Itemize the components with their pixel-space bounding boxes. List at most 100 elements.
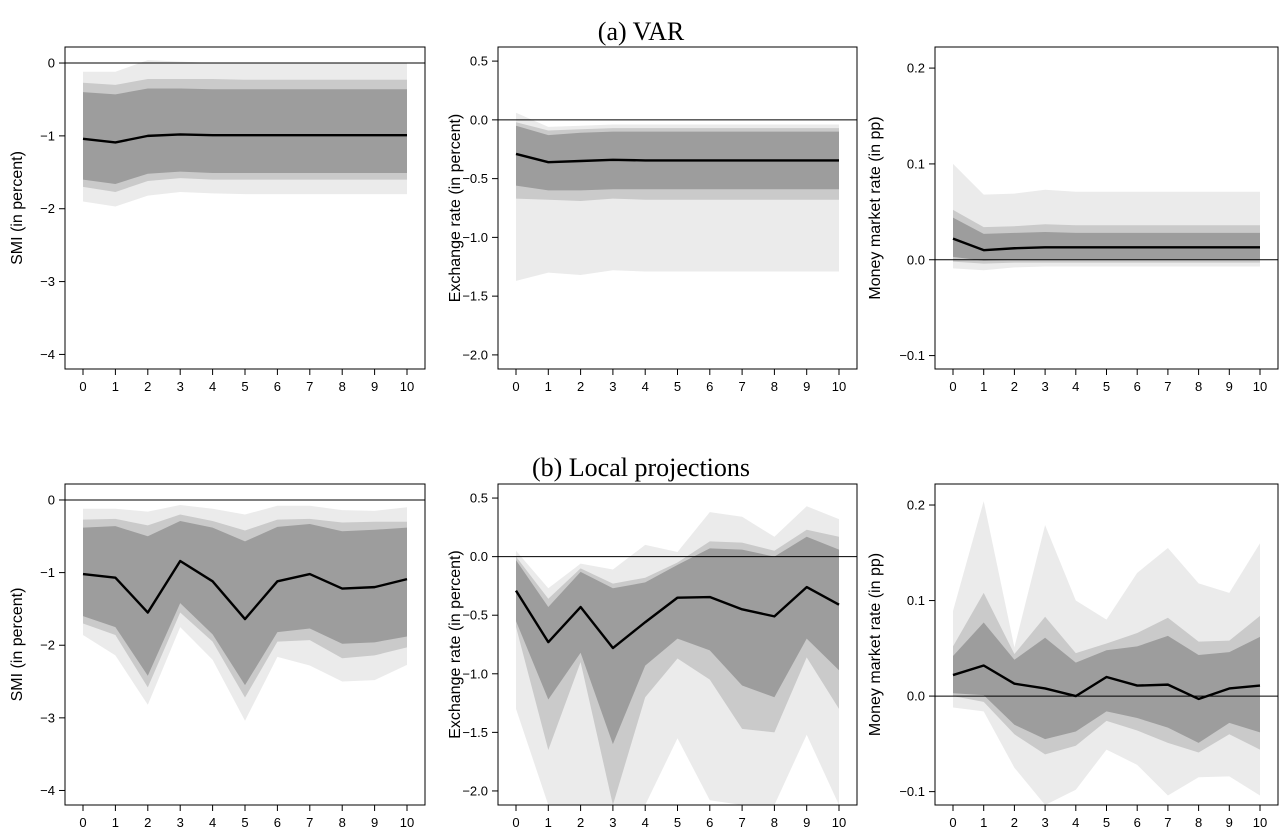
chart-lp-mm: 0 1 2 3 4 5 6 7 8 9 10 0.2 0.1 0.0 −0.1 Money market ra…: [867, 483, 1279, 830]
x-tick-label: 1: [980, 815, 987, 830]
x-tick-label: 5: [1103, 379, 1110, 394]
x-tick-label: 6: [274, 815, 281, 830]
x-tick-label: 3: [177, 379, 184, 394]
y-tick-label: −0.5: [462, 608, 488, 623]
y-tick-label: 0.5: [470, 491, 488, 506]
y-tick-label: −1: [40, 128, 55, 143]
x-tick-label: 7: [1164, 379, 1171, 394]
band-inner: [953, 217, 1260, 261]
chart-var-smi: 0 1 2 3 4 5 6 7 8 9 10 0 −1 −2 −3 −4 SMI (in percent): [9, 46, 426, 394]
x-tick-label: 0: [79, 815, 86, 830]
x-tick-label: 10: [1253, 379, 1267, 394]
x-tick-label: 0: [512, 379, 519, 394]
x-tick-label: 0: [79, 379, 86, 394]
x-tick-label: 1: [980, 379, 987, 394]
x-tick-label: 6: [706, 815, 713, 830]
x-tick-label: 1: [545, 379, 552, 394]
median-line: [952, 237, 1260, 252]
x-tick-label: 2: [1011, 815, 1018, 830]
x-tick-label: 7: [306, 379, 313, 394]
x-tick-label: 9: [803, 379, 810, 394]
y-tick-label: −4: [40, 783, 55, 798]
y-tick-label: −3: [40, 710, 55, 725]
y-axis-label: Exchange rate (in percent): [447, 550, 464, 739]
x-tick-label: 9: [1226, 815, 1233, 830]
x-tick-label: 4: [1072, 815, 1079, 830]
chart-var-mm: 0 1 2 3 4 5 6 7 8 9 10 0.2 0.1 0.0 −0.1 Money market ra…: [867, 46, 1279, 394]
y-tick-label: −2.0: [462, 783, 488, 798]
x-tick-label: 2: [577, 379, 584, 394]
y-tick-label: 0.5: [470, 54, 488, 69]
x-tick-label: 7: [738, 379, 745, 394]
y-tick-label: −0.5: [462, 171, 488, 186]
y-tick-label: −2: [40, 638, 55, 653]
y-tick-label: −0.1: [899, 348, 925, 363]
x-tick-label: 4: [1072, 379, 1079, 394]
x-tick-label: 5: [241, 815, 248, 830]
y-tick-label: 0.0: [470, 549, 488, 564]
x-tick-label: 8: [339, 379, 346, 394]
median-line: [515, 152, 839, 164]
x-tick-label: 1: [112, 815, 119, 830]
x-tick-label: 10: [832, 815, 846, 830]
x-tick-label: 5: [674, 379, 681, 394]
x-tick-label: 3: [609, 379, 616, 394]
plot-area: [935, 501, 1278, 805]
median-line: [952, 664, 1261, 701]
y-tick-label: 0.2: [907, 61, 925, 76]
y-tick-label: 0: [48, 492, 55, 507]
x-tick-label: 10: [400, 815, 414, 830]
x-tick-label: 2: [144, 379, 151, 394]
chart-var-fx: 0 1 2 3 4 5 6 7 8 9 10 0.5 0.0 −0.5 −1.0 −1.5 −2.0 Exchan…: [447, 46, 858, 394]
x-tick-label: 9: [371, 379, 378, 394]
x-tick-label: 1: [545, 815, 552, 830]
x-tick-label: 10: [832, 379, 846, 394]
x-tick-label: 2: [577, 815, 584, 830]
x-tick-label: 3: [1041, 815, 1048, 830]
x-tick-label: 7: [738, 815, 745, 830]
y-axis-label: Money market rate (in pp): [867, 553, 884, 736]
median-line: [514, 585, 840, 650]
y-axis-label: Exchange rate (in percent): [447, 114, 464, 303]
y-axis-label: Money market rate (in pp): [867, 116, 884, 299]
band-inner: [516, 536, 839, 745]
median-line: [82, 133, 407, 144]
chart-lp-smi: 0 1 2 3 4 5 6 7 8 9 10 0 −1 −2 −3 −4 SMI (in percent): [9, 483, 426, 830]
plot-area: [498, 506, 857, 805]
y-tick-label: −1.0: [462, 230, 488, 245]
y-tick-label: −1.0: [462, 666, 488, 681]
x-tick-label: 6: [1134, 815, 1141, 830]
x-tick-label: 4: [642, 379, 649, 394]
x-tick-label: 4: [209, 815, 216, 830]
x-tick-label: 0: [949, 815, 956, 830]
y-axis-label: SMI (in percent): [9, 588, 26, 702]
panel-title-var: (a) VAR: [598, 17, 685, 46]
x-tick-label: 8: [339, 815, 346, 830]
x-tick-label: 5: [241, 379, 248, 394]
x-tick-label: 8: [1195, 815, 1202, 830]
band-inner: [516, 125, 839, 191]
x-tick-label: 1: [112, 379, 119, 394]
plot-area: [65, 499, 425, 721]
y-tick-label: −2.0: [462, 347, 488, 362]
x-tick-label: 10: [1253, 815, 1267, 830]
x-tick-label: 0: [949, 379, 956, 394]
x-tick-label: 3: [609, 815, 616, 830]
x-tick-label: 4: [209, 379, 216, 394]
y-axis-label: SMI (in percent): [9, 151, 26, 265]
panel-title-local-projections: (b) Local projections: [532, 453, 750, 482]
y-tick-label: −1: [40, 565, 55, 580]
y-tick-label: −0.1: [899, 784, 925, 799]
x-tick-label: 10: [400, 379, 414, 394]
x-tick-label: 0: [512, 815, 519, 830]
x-tick-label: 2: [1011, 379, 1018, 394]
y-tick-label: −4: [40, 347, 55, 362]
x-tick-label: 7: [306, 815, 313, 830]
y-tick-label: −3: [40, 274, 55, 289]
x-tick-label: 4: [642, 815, 649, 830]
x-tick-label: 6: [274, 379, 281, 394]
plot-area: [498, 112, 857, 281]
x-tick-label: 3: [177, 815, 184, 830]
